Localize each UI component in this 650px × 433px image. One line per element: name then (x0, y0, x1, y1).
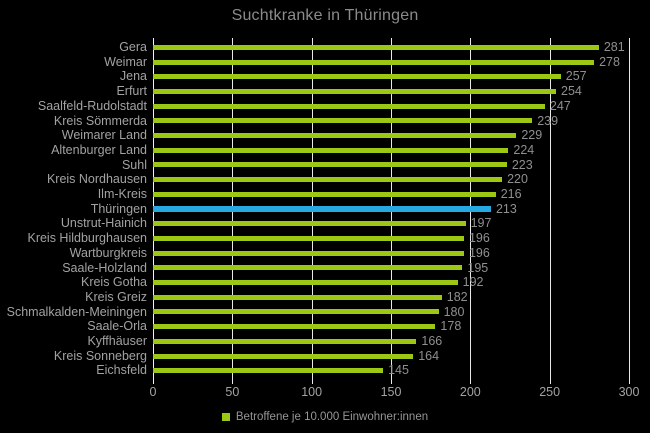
gridline (549, 38, 551, 384)
value-label: 254 (561, 84, 582, 99)
bar (153, 147, 509, 153)
category-label: Eichsfeld (96, 363, 147, 378)
category-label: Weimar (104, 54, 147, 69)
value-label: 239 (537, 113, 559, 128)
category-label: Unstrut-Hainich (60, 216, 147, 231)
bar (153, 88, 556, 94)
x-tick-label: 100 (301, 385, 323, 399)
legend: Betroffene je 10.000 Einwohner:innen (0, 407, 650, 427)
bar (153, 133, 517, 139)
value-label: 224 (513, 142, 535, 157)
category-label: Thüringen (90, 201, 147, 216)
category-label: Kreis Sonneberg (53, 348, 147, 363)
category-label: Kreis Greiz (85, 289, 147, 304)
category-label: Altenburger Land (51, 142, 147, 157)
bar (153, 162, 507, 168)
category-label: Saalfeld-Rudolstadt (37, 98, 147, 113)
category-label: Kyffhäuser (87, 334, 147, 348)
value-label: 196 (468, 231, 490, 246)
x-tick-label: 300 (618, 385, 640, 399)
bar (153, 59, 595, 65)
value-label: 278 (599, 54, 620, 69)
legend-label: Betroffene je 10.000 Einwohner:innen (235, 411, 429, 423)
value-label: 197 (470, 216, 492, 231)
category-label: Saale-Orla (87, 319, 147, 334)
category-label: Kreis Nordhausen (46, 172, 147, 187)
value-label: 229 (521, 128, 543, 143)
bar (153, 294, 442, 300)
bar (153, 177, 503, 183)
chart-title: Suchtkranke in Thüringen (231, 7, 419, 24)
value-label: 247 (549, 98, 571, 113)
bar (153, 191, 496, 197)
bar (153, 103, 545, 109)
category-label: Schmalkalden-Meiningen (6, 304, 147, 319)
bar (153, 74, 561, 80)
value-label: 223 (511, 157, 533, 172)
category-label: Ilm-Kreis (97, 187, 147, 201)
category-label: Wartburgkreis (69, 245, 147, 260)
value-label: 257 (565, 69, 587, 84)
value-label: 145 (388, 363, 409, 378)
value-label: 192 (462, 275, 484, 290)
category-label: Suhl (121, 157, 147, 172)
category-label: Kreis Hildburghausen (27, 231, 147, 246)
bar (153, 44, 599, 50)
category-label: Kreis Sömmerda (53, 113, 147, 128)
bar (153, 221, 466, 227)
value-label: 213 (495, 201, 517, 216)
value-label: 164 (418, 348, 440, 363)
bar (153, 265, 463, 271)
value-label: 178 (440, 319, 462, 334)
x-tick-label: 0 (149, 385, 157, 399)
bar (153, 353, 414, 359)
value-label: 220 (507, 172, 528, 187)
bar (153, 118, 533, 124)
bar (153, 235, 464, 241)
value-label: 281 (603, 40, 625, 54)
x-tick-label: 250 (539, 385, 561, 399)
value-label: 180 (443, 304, 465, 319)
x-tick-label: 200 (459, 385, 481, 399)
bar (153, 309, 439, 315)
value-label: 195 (467, 260, 489, 275)
value-label: 216 (500, 187, 522, 201)
category-label: Jena (119, 69, 147, 84)
gridline (629, 38, 630, 384)
bar (153, 368, 384, 374)
value-label: 196 (468, 245, 490, 260)
x-tick-label: 150 (380, 385, 402, 399)
value-label: 166 (421, 334, 443, 348)
value-label: 182 (446, 289, 468, 304)
category-label: Gera (119, 40, 147, 54)
bar (153, 250, 464, 256)
category-label: Saale-Holzland (62, 260, 147, 275)
legend-swatch-icon (221, 413, 230, 421)
category-label: Kreis Gotha (80, 275, 147, 290)
bar (153, 338, 417, 344)
category-label: Weimarer Land (61, 128, 147, 143)
bar (153, 280, 458, 286)
bar (153, 324, 436, 330)
bar-highlight-thueringen (153, 206, 491, 213)
category-label: Erfurt (116, 84, 147, 99)
x-tick-label: 50 (225, 385, 240, 399)
